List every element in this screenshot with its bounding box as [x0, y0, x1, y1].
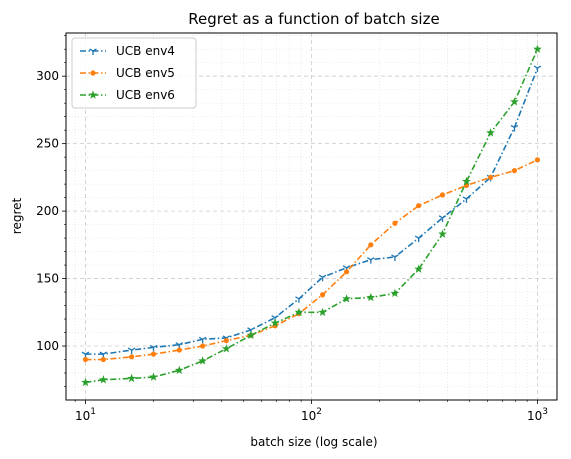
legend-label: UCB env4	[116, 44, 175, 58]
y-tick-label: 200	[36, 204, 59, 218]
data-point	[368, 242, 374, 248]
data-point	[198, 336, 207, 344]
series-ucb-env4	[81, 65, 542, 359]
data-point	[270, 318, 280, 327]
data-point	[88, 90, 98, 99]
data-point	[343, 269, 350, 275]
x-tick-label: 101	[75, 407, 96, 423]
data-point	[510, 97, 519, 106]
data-point	[174, 365, 184, 375]
data-point	[318, 307, 327, 317]
series-line	[85, 48, 539, 384]
data-point	[320, 292, 326, 298]
data-point	[149, 344, 158, 352]
data-point	[198, 356, 208, 365]
data-point	[127, 373, 136, 383]
y-tick-label: 100	[36, 339, 59, 353]
y-tick-label: 150	[36, 272, 59, 286]
x-axis-label: batch size (log scale)	[250, 435, 377, 449]
data-point	[366, 292, 376, 302]
data-point	[90, 70, 96, 76]
legend-box	[71, 37, 197, 109]
data-point	[82, 356, 89, 363]
legend: UCB env4 UCB env5 UCB env6	[71, 37, 197, 109]
data-point	[439, 192, 446, 198]
y-tick-label: 300	[36, 69, 59, 83]
legend-entry: UCB env5	[80, 66, 175, 80]
data-point	[129, 354, 135, 360]
data-point	[533, 44, 542, 53]
legend-entry: UCB env4	[80, 44, 175, 58]
data-point	[89, 48, 97, 55]
data-point	[342, 294, 351, 303]
series-line	[85, 67, 539, 355]
legend-entry: UCB env6	[80, 88, 175, 102]
plot-series	[81, 44, 542, 387]
data-point	[81, 377, 90, 387]
data-point	[221, 344, 231, 353]
data-point	[150, 351, 157, 357]
data-point	[462, 196, 471, 203]
data-point	[99, 375, 108, 384]
y-axis-label: regret	[10, 197, 24, 234]
data-point	[416, 203, 422, 209]
data-point	[414, 235, 423, 243]
data-point	[149, 372, 158, 381]
chart-title: Regret as a function of batch size	[188, 10, 439, 28]
data-point	[438, 215, 447, 222]
data-point	[392, 220, 398, 226]
data-point	[510, 124, 519, 132]
data-point	[534, 157, 541, 163]
data-point	[100, 356, 106, 363]
data-point	[176, 347, 182, 353]
series-ucb-env6	[81, 44, 542, 387]
x-tick-label: 102	[301, 407, 322, 423]
data-point	[390, 288, 400, 298]
data-point	[486, 128, 495, 137]
data-point	[511, 168, 518, 174]
data-point	[391, 254, 399, 261]
data-point	[294, 307, 304, 317]
data-point	[200, 343, 206, 349]
series-line	[85, 159, 538, 361]
data-point	[295, 296, 303, 303]
legend-label: UCB env6	[116, 88, 175, 102]
y-tick-label: 250	[36, 137, 59, 151]
data-point	[127, 347, 136, 355]
data-point	[462, 176, 471, 186]
data-point	[318, 274, 327, 282]
x-tick-label: 103	[527, 407, 548, 423]
data-point	[533, 65, 542, 73]
data-point	[223, 338, 229, 344]
data-point	[367, 257, 375, 264]
data-point	[414, 264, 424, 273]
axes: 101 102 103 100 150 200 250 300	[36, 35, 548, 423]
data-point	[438, 229, 447, 238]
data-point	[246, 330, 256, 339]
legend-label: UCB env5	[116, 66, 175, 80]
data-point	[487, 174, 494, 180]
